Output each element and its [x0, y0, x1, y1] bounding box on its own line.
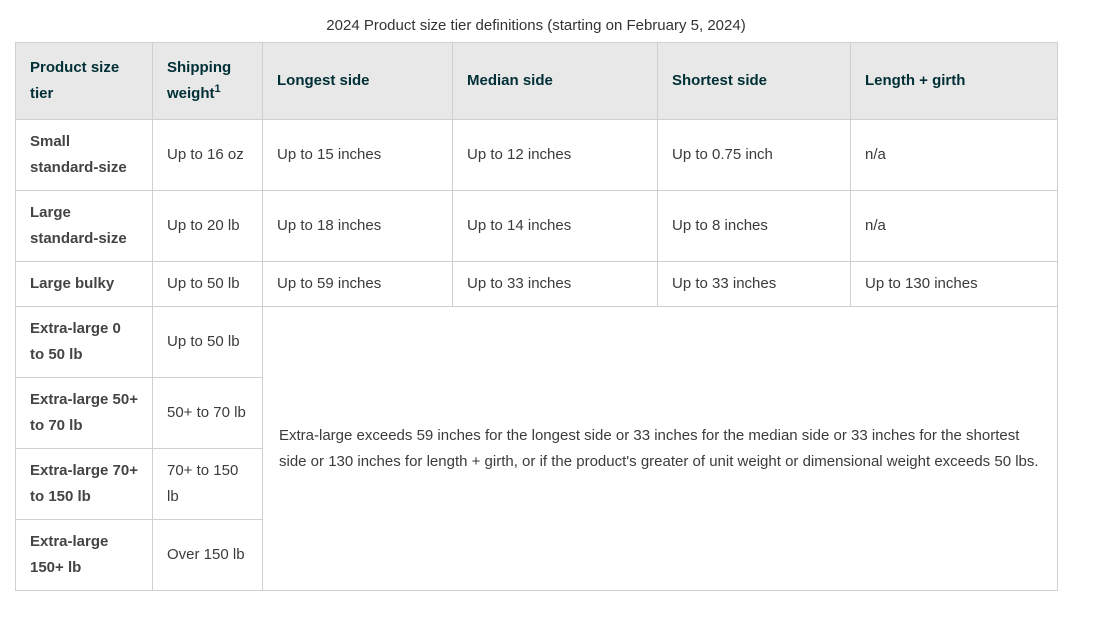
median-side-cell: Up to 33 inches: [452, 261, 658, 307]
header-row: Product size tier Shipping weight1 Longe…: [15, 42, 1058, 120]
column-header-label: Shortest side: [672, 72, 768, 89]
tier-cell: Small standard-size: [15, 119, 153, 191]
tier-cell: Extra-large 0 to 50 lb: [15, 306, 153, 378]
size-tier-table: Product size tier Shipping weight1 Longe…: [15, 42, 1058, 591]
shipping-weight-cell: Up to 50 lb: [152, 261, 263, 307]
column-header-length-girth: Length + girth: [850, 42, 1058, 120]
shortest-side-cell: Up to 8 inches: [657, 190, 851, 262]
shortest-side-cell: Up to 0.75 inch: [657, 119, 851, 191]
table-row-small-standard-size: Small standard-size Up to 16 oz Up to 15…: [15, 119, 1058, 191]
column-header-shipping-weight: Shipping weight1: [152, 42, 263, 120]
shipping-weight-cell: Up to 20 lb: [152, 190, 263, 262]
column-header-label: Shipping weight: [167, 59, 232, 102]
column-header-median-side: Median side: [452, 42, 658, 120]
shipping-weight-cell: 70+ to 150 lb: [152, 448, 263, 520]
page-title: 2024 Product size tier definitions (star…: [326, 17, 746, 34]
shortest-side-cell: Up to 33 inches: [657, 261, 851, 307]
longest-side-cell: Up to 15 inches: [262, 119, 453, 191]
median-side-cell: Up to 12 inches: [452, 119, 658, 191]
longest-side-cell: Up to 18 inches: [262, 190, 453, 262]
column-header-shortest-side: Shortest side: [657, 42, 851, 120]
tier-cell: Extra-large 150+ lb: [15, 519, 153, 591]
longest-side-cell: Up to 59 inches: [262, 261, 453, 307]
shipping-weight-cell: 50+ to 70 lb: [152, 377, 263, 449]
tier-cell: Extra-large 70+ to 150 lb: [15, 448, 153, 520]
length-girth-cell: n/a: [850, 190, 1058, 262]
table-row-extra-large-150-plus: Extra-large 150+ lb Over 150 lb: [15, 519, 1058, 591]
table-row-extra-large-70-150: Extra-large 70+ to 150 lb 70+ to 150 lb: [15, 448, 1058, 520]
table-row-extra-large-50-70: Extra-large 50+ to 70 lb 50+ to 70 lb: [15, 377, 1058, 449]
shipping-weight-cell: Over 150 lb: [152, 519, 263, 591]
tier-cell: Large standard-size: [15, 190, 153, 262]
tier-cell: Extra-large 50+ to 70 lb: [15, 377, 153, 449]
extra-large-note-cell: Extra-large exceeds 59 inches for the lo…: [262, 306, 1058, 591]
table-row-large-standard-size: Large standard-size Up to 20 lb Up to 18…: [15, 190, 1058, 262]
median-side-cell: Up to 14 inches: [452, 190, 658, 262]
table-row-extra-large-0-50: Extra-large 0 to 50 lb Up to 50 lb Extra…: [15, 306, 1058, 591]
column-header-product-size-tier: Product size tier: [15, 42, 153, 120]
column-header-label: Median side: [467, 72, 553, 89]
table-row-large-bulky: Large bulky Up to 50 lb Up to 59 inches …: [15, 261, 1058, 307]
tier-cell: Large bulky: [15, 261, 153, 307]
column-header-longest-side: Longest side: [262, 42, 453, 120]
column-header-label: Length + girth: [865, 72, 966, 89]
footnote-marker: 1: [214, 83, 221, 95]
column-header-label: Longest side: [277, 72, 370, 89]
length-girth-cell: Up to 130 inches: [850, 261, 1058, 307]
column-header-label: Product size tier: [30, 59, 120, 102]
shipping-weight-cell: Up to 50 lb: [152, 306, 263, 378]
shipping-weight-cell: Up to 16 oz: [152, 119, 263, 191]
length-girth-cell: n/a: [850, 119, 1058, 191]
